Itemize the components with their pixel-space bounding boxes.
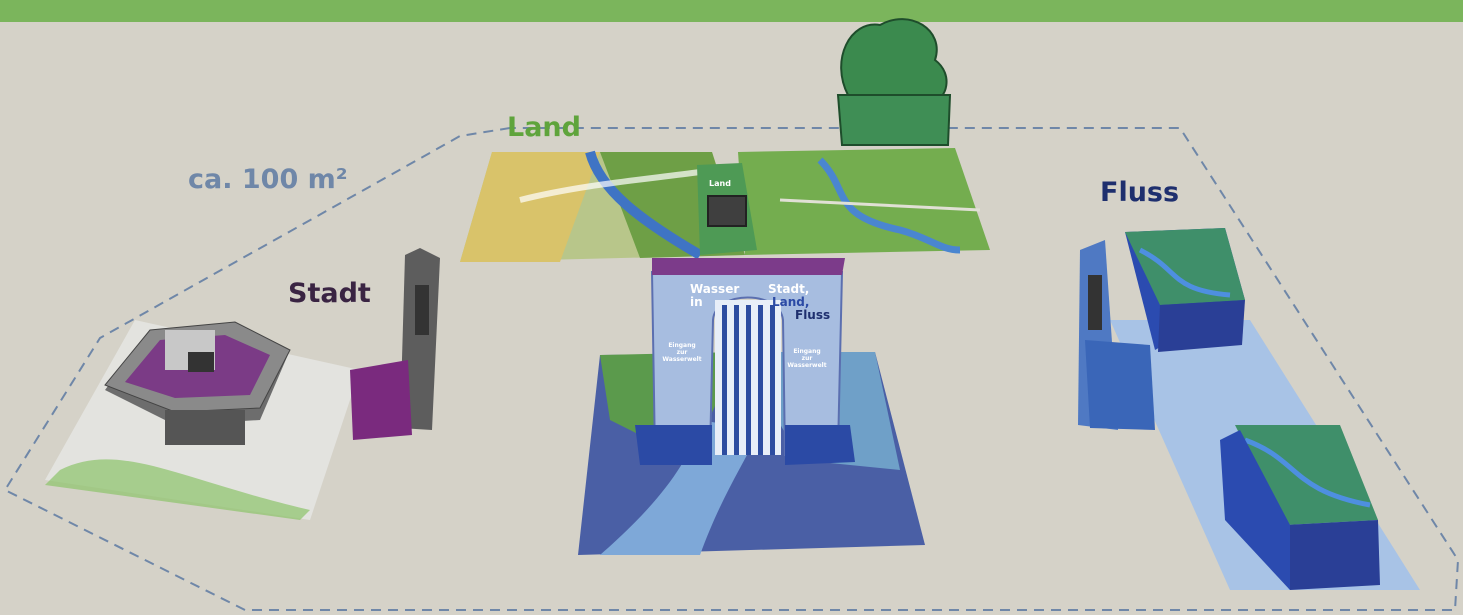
gate-left-text: Wasser in xyxy=(690,282,740,309)
gate-right-text-1: Stadt, xyxy=(768,282,810,296)
stadt-area xyxy=(45,248,440,520)
gate-entrance-left: Eingang zur Wasserwelt xyxy=(662,342,702,363)
gate-right-text-2: Land, xyxy=(772,295,810,309)
gate-right-text-3: Fluss xyxy=(795,308,831,322)
fluss-area xyxy=(1078,228,1420,590)
top-banner xyxy=(0,0,1463,22)
stadt-zone-label: Stadt xyxy=(288,278,371,309)
gate-entrance-right: Eingang zur Wasserwelt xyxy=(787,348,827,369)
fluss-zone-label: Fluss xyxy=(1100,177,1180,208)
plant-box xyxy=(836,18,952,146)
area-size-label: ca. 100 m² xyxy=(188,164,348,195)
land-kiosk-label: Land xyxy=(709,179,731,188)
gate-area xyxy=(578,258,925,555)
land-zone-label: Land xyxy=(507,112,581,143)
gate-bars xyxy=(722,305,775,455)
land-kiosk xyxy=(697,163,757,255)
area-outline xyxy=(3,127,1460,611)
land-map-mat xyxy=(460,148,990,262)
